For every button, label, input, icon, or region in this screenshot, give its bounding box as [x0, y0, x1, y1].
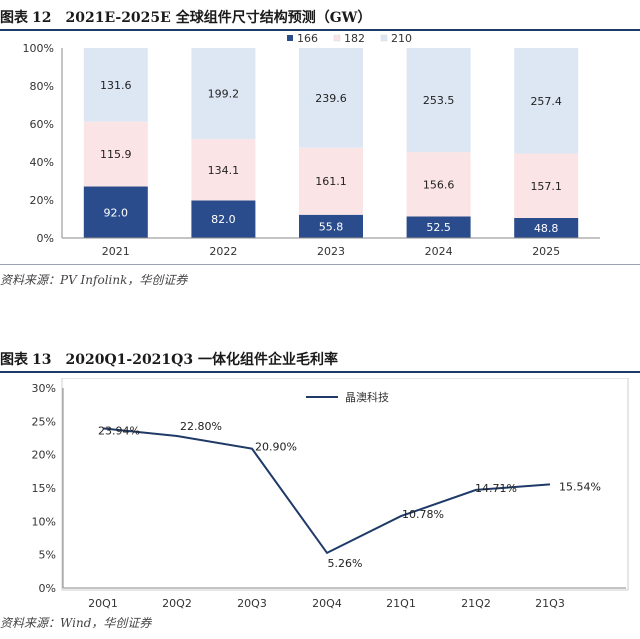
bar-segment-166 [514, 217, 579, 238]
figure-13-title: 图表 13 2020Q1-2021Q3 一体化组件企业毛利率 [0, 349, 640, 373]
y-tick-label: 60% [30, 118, 54, 131]
figure-13-number: 13 [32, 352, 52, 368]
x-tick-label: 20Q3 [237, 597, 267, 610]
data-label: 134.1 [208, 164, 240, 177]
y-tick-label: 30% [32, 382, 56, 395]
legend-swatch [333, 34, 341, 42]
y-tick-label: 10% [32, 515, 56, 528]
x-tick-label: 2021 [102, 245, 130, 258]
bar-segment-182 [406, 152, 471, 217]
data-label: 82.0 [211, 213, 236, 226]
legend-swatch [380, 34, 388, 42]
data-label: 48.8 [534, 222, 559, 235]
series-group: 23.94% 22.80% 20.90% 5.26% 10.78% 14.71% 15.54… [98, 420, 601, 570]
data-label: 23.94% [98, 424, 140, 437]
bar-group: 92.0 115.9 131.6 82.0 134.1 199.2 55.8 161.1 239… [83, 48, 579, 238]
x-tick-label: 21Q2 [461, 597, 491, 610]
y-tick-label: 80% [30, 80, 54, 93]
legend-label: 210 [391, 32, 412, 45]
data-label: 161.1 [315, 175, 347, 188]
data-label: 92.0 [104, 206, 129, 219]
y-tick-label: 5% [39, 549, 56, 562]
bar-segment-182 [299, 147, 363, 215]
data-label: 22.80% [180, 420, 222, 433]
legend-label: 182 [344, 32, 365, 45]
y-tick-label: 40% [30, 156, 54, 169]
legend-label: 晶澳科技 [345, 390, 389, 404]
data-label: 156.6 [423, 178, 455, 191]
legend-swatch [287, 35, 293, 41]
figure-12-source: 资料来源：PV Infolink，华创证券 [0, 264, 640, 288]
chart-legend: 晶澳科技 [306, 390, 389, 404]
y-tick-label: 100% [23, 42, 54, 55]
x-tick-label: 2022 [209, 245, 237, 258]
figure-13-source: 资料来源：Wind，华创证券 [0, 616, 152, 630]
chart-legend: 166 182 210 [287, 32, 412, 45]
y-tick-label: 25% [32, 415, 56, 428]
data-label: 10.78% [402, 508, 444, 521]
bar-segment-166 [191, 200, 256, 238]
x-tick-label: 2025 [532, 245, 560, 258]
x-tick-label: 20Q4 [312, 597, 342, 610]
y-tick-label: 20% [30, 194, 54, 207]
chart-axes: 0% 20% 40% 60% 80% 100% 2021 2022 2023 2024 2025 [23, 42, 600, 258]
stacked-bar-chart: 166 182 210 92.0 115.9 131.6 82.0 134.1 199.2 55… [23, 32, 600, 258]
bar-segment-182 [514, 153, 579, 218]
figure-12-number: 12 [32, 10, 52, 26]
series-line-jinko [102, 427, 551, 555]
bar-segment-166 [299, 214, 363, 238]
figure-13-label: 图表 [0, 352, 28, 368]
plot-frame [61, 378, 629, 591]
bar-segment-210 [299, 48, 363, 148]
x-tick-label: 20Q2 [162, 597, 192, 610]
bar-segment-182 [83, 121, 148, 187]
data-label: 199.2 [208, 88, 240, 101]
figure-12-label: 图表 [0, 10, 28, 26]
data-label: 115.9 [100, 148, 132, 161]
x-tick-label: 21Q3 [535, 597, 565, 610]
bar-segment-210 [514, 48, 579, 154]
legend-label: 166 [297, 32, 318, 45]
y-tick-label: 20% [32, 449, 56, 462]
bar-segment-210 [83, 48, 148, 122]
figure-12-title: 图表 12 2021E-2025E 全球组件尺寸结构预测（GW） [0, 7, 640, 31]
data-label: 20.90% [255, 441, 297, 454]
chart-axes: 0% 5% 10% 15% 20% 25% 30% 20Q1 20Q2 20Q3 20Q4 21Q1 2… [32, 382, 626, 610]
data-label: 5.26% [328, 557, 363, 570]
data-label: 131.6 [100, 79, 132, 92]
data-label: 253.5 [423, 94, 455, 107]
line-chart: 0% 5% 10% 15% 20% 25% 30% 20Q1 20Q2 20Q3 20Q4 21Q1 2… [32, 378, 629, 610]
y-tick-label: 0% [39, 582, 56, 595]
x-tick-label: 20Q1 [88, 597, 118, 610]
data-label: 239.6 [315, 92, 347, 105]
bar-segment-166 [406, 216, 471, 238]
data-label: 55.8 [319, 220, 344, 233]
x-tick-label: 2023 [317, 245, 345, 258]
bar-segment-210 [191, 48, 256, 140]
bar-segment-210 [406, 48, 471, 153]
data-label: 257.4 [530, 95, 562, 108]
figure-13-title-text: 2020Q1-2021Q3 一体化组件企业毛利率 [65, 352, 338, 368]
data-label: 15.54% [559, 480, 601, 493]
x-tick-label: 21Q1 [386, 597, 416, 610]
data-label: 52.5 [426, 221, 451, 234]
bar-segment-182 [191, 139, 256, 201]
data-label: 157.1 [530, 180, 562, 193]
y-tick-label: 0% [37, 232, 54, 245]
data-label: 14.71% [475, 482, 517, 495]
x-tick-label: 2024 [425, 245, 453, 258]
bar-segment-166 [83, 186, 148, 238]
figure-12-title-text: 2021E-2025E 全球组件尺寸结构预测（GW） [65, 10, 372, 26]
y-tick-label: 15% [32, 482, 56, 495]
